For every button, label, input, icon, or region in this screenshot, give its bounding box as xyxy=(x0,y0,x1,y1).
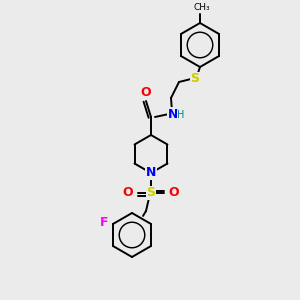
Text: S: S xyxy=(190,73,200,85)
Text: CH₃: CH₃ xyxy=(194,4,210,13)
Text: O: O xyxy=(169,187,179,200)
Text: S: S xyxy=(146,187,155,200)
Text: O: O xyxy=(123,187,133,200)
Text: O: O xyxy=(141,86,151,100)
Text: H: H xyxy=(177,110,185,120)
Text: N: N xyxy=(146,167,156,179)
Text: F: F xyxy=(100,215,108,229)
Text: N: N xyxy=(168,107,178,121)
